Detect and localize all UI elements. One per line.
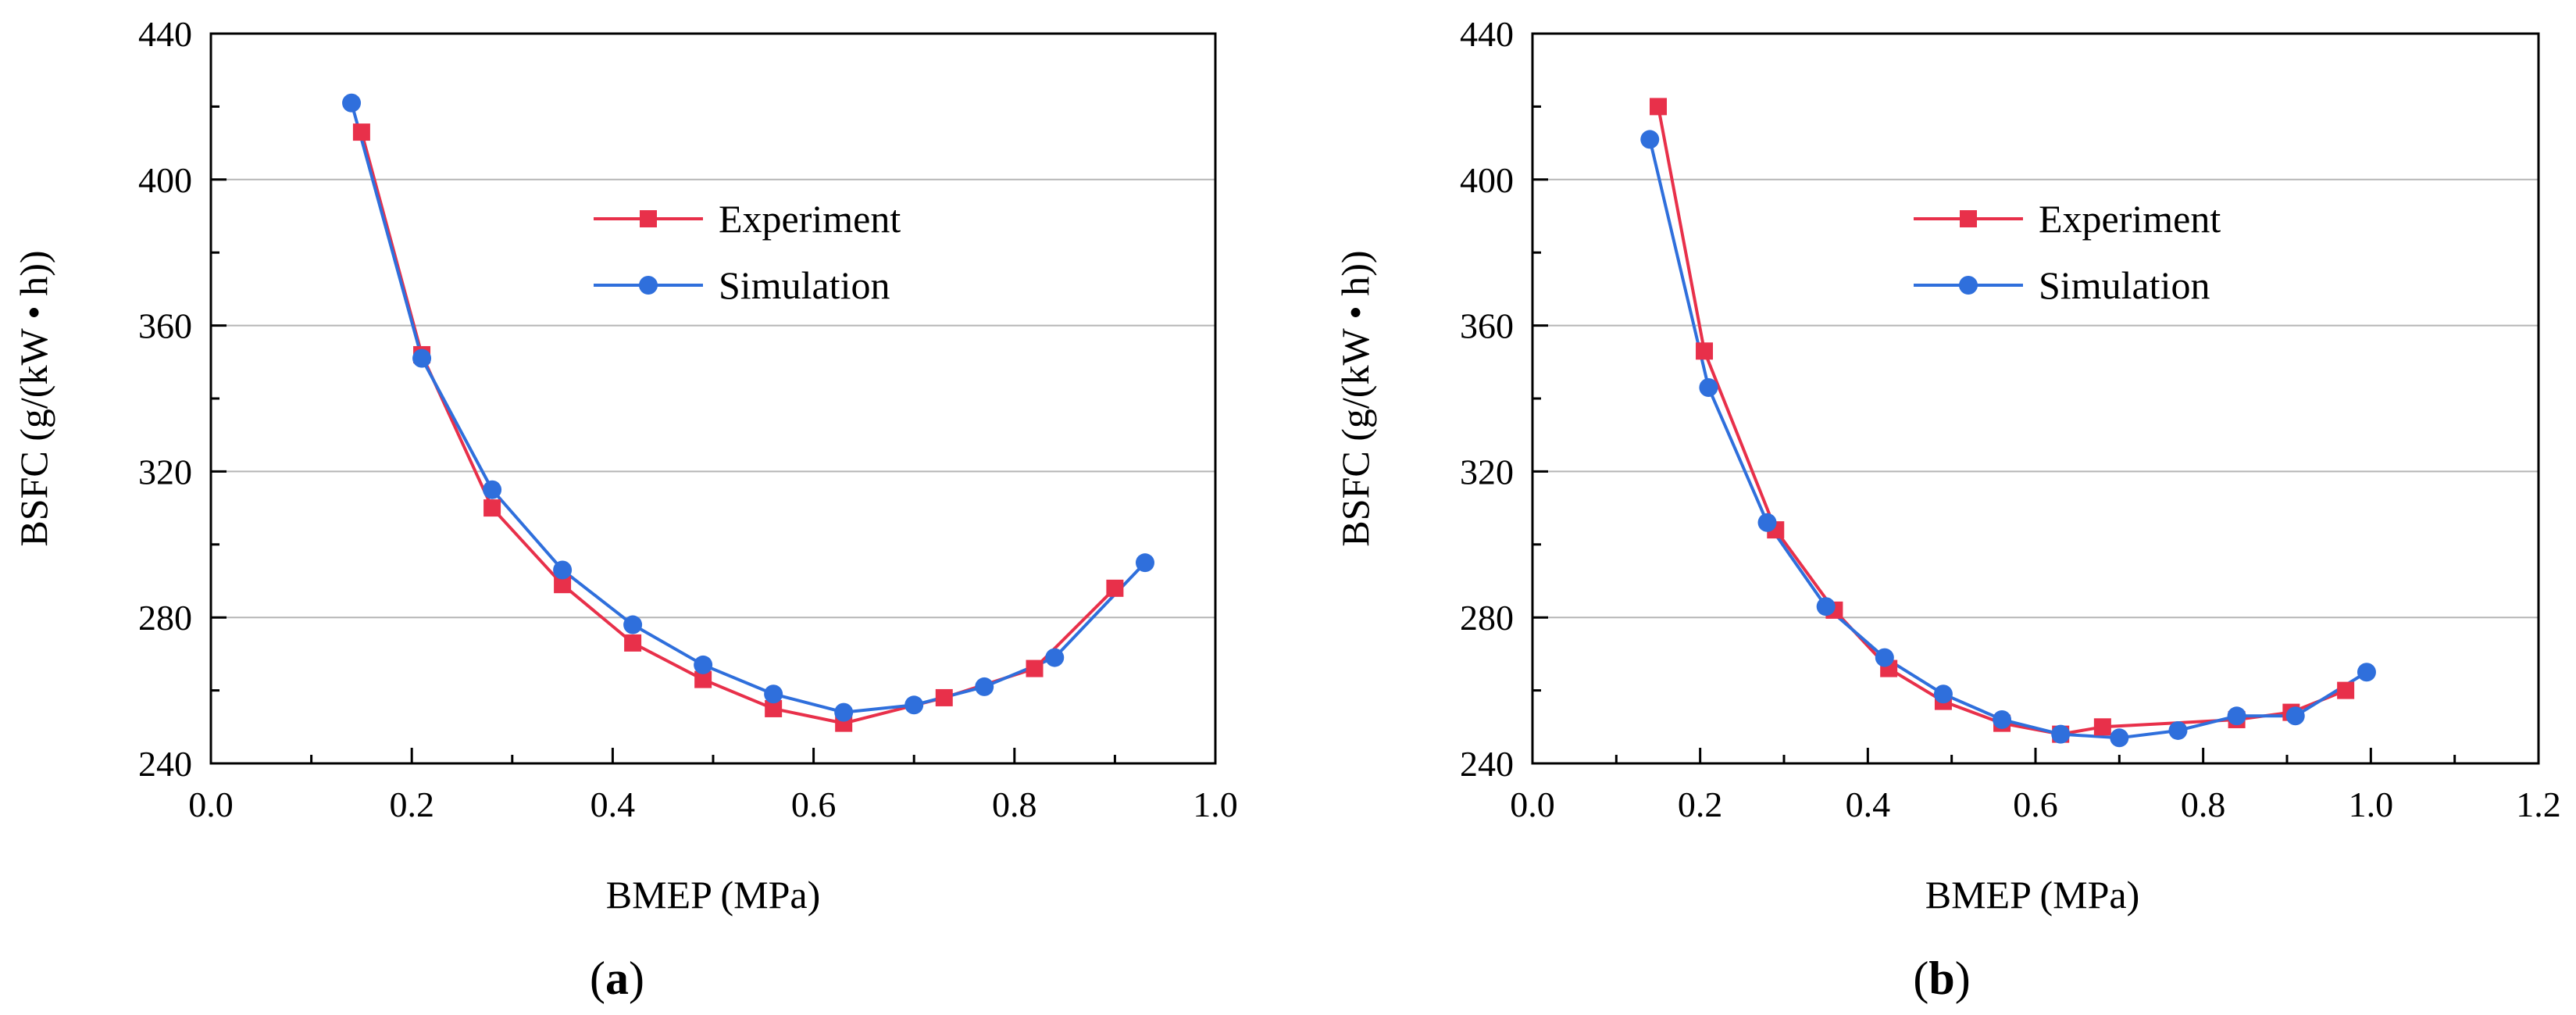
data-point-simulation	[2110, 728, 2129, 748]
y-tick-label: 240	[1460, 744, 1514, 784]
data-point-experiment	[765, 699, 783, 717]
data-point-simulation	[2227, 706, 2246, 726]
chart-a: 0.0 0.2 0.4 0.6 0.8 1.0 240 280 320 360 400 440 BMEP…	[12, 14, 1238, 1004]
data-point-simulation	[1816, 597, 1836, 617]
data-point-experiment	[352, 123, 370, 141]
data-point-simulation	[1875, 648, 1894, 667]
legend-label-experiment: Experiment	[719, 197, 901, 241]
y-tick-label: 440	[1460, 14, 1514, 54]
y-tick-label: 280	[1460, 598, 1514, 638]
legend-label-simulation: Simulation	[719, 263, 890, 307]
panel-label-part: )	[629, 952, 644, 1004]
y-tick-label: 400	[1460, 160, 1514, 200]
y-axis-title: BSFC (g/(kW • h))	[12, 250, 55, 546]
legend-marker-simulation	[639, 276, 658, 295]
legend-label-simulation: Simulation	[2039, 263, 2210, 307]
y-tick-label: 320	[138, 452, 192, 491]
data-point-simulation	[2285, 706, 2305, 726]
legend-marker-simulation	[1959, 276, 1978, 295]
data-point-simulation	[1135, 553, 1154, 573]
x-tick-label: 0.0	[1510, 784, 1555, 824]
panel-label-part: )	[1955, 952, 1971, 1004]
data-point-simulation	[1640, 130, 1660, 149]
y-tick-label: 240	[138, 744, 192, 784]
data-point-experiment	[935, 688, 953, 706]
data-point-simulation	[1757, 513, 1777, 532]
data-point-simulation	[834, 702, 854, 722]
plot-frame	[1531, 32, 2540, 765]
x-axis-title: BMEP (MPa)	[1925, 873, 2140, 917]
data-point-simulation	[483, 480, 502, 499]
series-line-simulation	[350, 102, 1147, 714]
data-point-experiment	[1650, 98, 1667, 116]
x-tick-label: 1.2	[2516, 784, 2561, 824]
chart-b: 0.0 0.2 0.4 0.6 0.8 1.0 1.2 240 280 320 360 400 440 B…	[1333, 14, 2561, 1004]
legend-marker-experiment	[640, 210, 657, 227]
data-point-experiment	[483, 499, 501, 517]
x-tick-label: 0.8	[992, 784, 1037, 824]
y-axis-title: BSFC (g/(kW • h))	[1333, 250, 1377, 546]
panel-label: (a)	[590, 952, 644, 1004]
data-point-experiment	[2093, 718, 2111, 736]
series-line-simulation	[1648, 138, 2368, 740]
data-point-experiment	[554, 576, 572, 594]
data-point-simulation	[694, 655, 713, 674]
panel-label-part: (	[590, 952, 605, 1004]
legend-label-experiment: Experiment	[2039, 197, 2221, 241]
data-point-simulation	[1045, 648, 1065, 667]
panel-label: (b)	[1913, 952, 1970, 1004]
data-point-experiment	[694, 670, 712, 688]
data-point-simulation	[1933, 684, 1953, 704]
data-point-simulation	[1699, 377, 1718, 397]
data-point-experiment	[1696, 342, 1714, 360]
series-line-experiment	[1657, 106, 2346, 736]
x-tick-label: 0.0	[188, 784, 234, 824]
data-point-experiment	[2337, 681, 2355, 699]
x-tick-label: 0.8	[2181, 784, 2226, 824]
x-tick-label: 0.6	[791, 784, 837, 824]
x-tick-label: 0.6	[2013, 784, 2058, 824]
data-point-experiment	[1026, 659, 1044, 677]
data-point-simulation	[342, 93, 362, 113]
x-axis-title: BMEP (MPa)	[606, 873, 821, 917]
data-point-experiment	[624, 634, 642, 652]
data-point-simulation	[623, 615, 643, 634]
data-point-simulation	[975, 677, 994, 696]
panel-label-part: (	[1913, 952, 1928, 1004]
data-point-simulation	[1993, 709, 2012, 729]
legend-marker-experiment	[1960, 210, 1977, 227]
x-tick-label: 0.4	[1846, 784, 1891, 824]
y-tick-label: 440	[138, 14, 192, 54]
x-tick-label: 1.0	[2349, 784, 2394, 824]
data-point-simulation	[2051, 724, 2071, 744]
y-tick-label: 280	[138, 598, 192, 638]
panel-label-part: b	[1928, 952, 1954, 1004]
y-tick-label: 320	[1460, 452, 1514, 491]
data-point-simulation	[904, 695, 924, 715]
x-tick-label: 1.0	[1193, 784, 1238, 824]
y-tick-label: 360	[138, 306, 192, 346]
data-point-simulation	[412, 348, 432, 368]
data-point-experiment	[1106, 579, 1124, 597]
panel-label-part: a	[605, 952, 629, 1004]
y-tick-label: 400	[138, 160, 192, 200]
data-point-simulation	[553, 560, 573, 580]
data-point-simulation	[764, 684, 783, 704]
data-point-simulation	[2357, 663, 2376, 682]
x-tick-label: 0.4	[590, 784, 636, 824]
x-tick-label: 0.2	[1678, 784, 1723, 824]
data-point-simulation	[2168, 720, 2188, 740]
y-tick-label: 360	[1460, 306, 1514, 346]
x-tick-label: 0.2	[389, 784, 434, 824]
